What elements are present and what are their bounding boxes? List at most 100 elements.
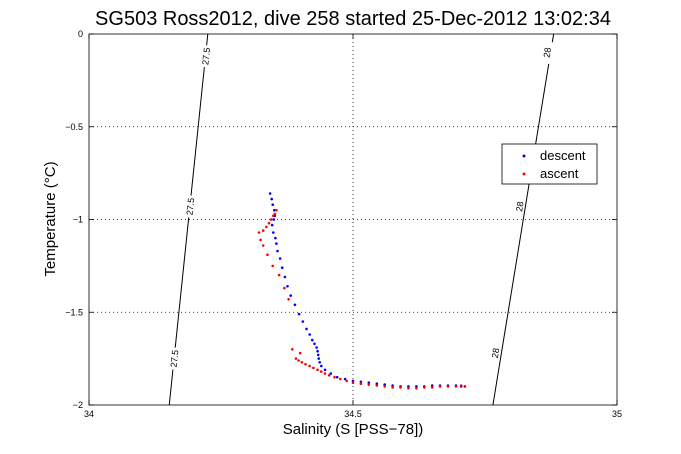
y-tick-label: −0.5	[65, 122, 83, 132]
descent-point	[286, 285, 289, 288]
descent-point	[323, 368, 327, 372]
descent-point	[293, 303, 297, 307]
ascent-point	[257, 231, 261, 234]
descent-point	[415, 385, 418, 388]
ascent-point	[333, 375, 336, 379]
descent-point	[335, 375, 339, 379]
contour-label: 28	[542, 47, 553, 58]
ascent-point	[407, 387, 410, 390]
ascent-point	[415, 387, 418, 390]
ascent-point	[454, 385, 458, 388]
ascent-point	[375, 384, 379, 387]
descent-point	[274, 236, 277, 240]
legend-box	[501, 143, 598, 185]
descent-point	[313, 342, 316, 346]
ascent-point	[300, 361, 304, 364]
y-axis-label: Temperature (°C)	[42, 161, 59, 276]
ascent-point	[345, 379, 349, 383]
ascent-point	[259, 238, 262, 242]
ascent-point	[351, 381, 355, 385]
contour-label-background	[201, 44, 212, 68]
legend-marker-ascent	[522, 172, 526, 176]
ascent-point	[261, 244, 265, 247]
descent-point	[320, 364, 323, 368]
contour-label-background	[185, 195, 196, 218]
ascent-point	[339, 377, 342, 381]
descent-point	[316, 349, 319, 353]
descent-point	[375, 382, 379, 386]
descent-point	[271, 203, 275, 206]
contour-label: 28	[514, 201, 525, 212]
legend-marker-descent	[522, 154, 526, 158]
y-tick-label: −1	[73, 215, 83, 225]
descent-point	[268, 192, 272, 195]
ascent-point	[438, 385, 442, 388]
ascent-point	[312, 366, 315, 370]
ascent-point	[446, 385, 450, 388]
ascent-point	[294, 357, 298, 360]
descent-point	[273, 208, 276, 212]
legend: descent ascent	[501, 143, 598, 185]
descent-point	[367, 381, 371, 385]
descent-point	[272, 231, 275, 234]
contour-label: 27.5	[169, 349, 181, 367]
descent-point	[383, 383, 387, 386]
ascent-point	[275, 208, 278, 212]
ascent-point	[308, 364, 312, 368]
descent-point	[272, 218, 276, 221]
descent-point	[289, 294, 293, 297]
descent-point	[318, 361, 322, 364]
descent-point	[351, 379, 355, 383]
ascent-point	[261, 229, 265, 232]
axis-ticks: 34 34.5 35 0 −0.5 −1 −1.5 −2	[65, 29, 622, 419]
ascent-point	[269, 218, 273, 221]
legend-label-ascent: ascent	[540, 166, 579, 181]
descent-point	[359, 380, 363, 384]
ascent-point	[459, 384, 463, 387]
ascent-point	[266, 253, 269, 256]
contour-label: 27.5	[184, 197, 196, 215]
series-descent	[268, 192, 467, 388]
descent-point	[278, 257, 282, 260]
x-tick-label: 35	[612, 409, 622, 419]
ascent-point	[391, 386, 394, 389]
descent-point	[305, 327, 308, 331]
legend-label-descent: descent	[540, 148, 586, 163]
contour-label-background	[514, 195, 526, 219]
ascent-point	[277, 273, 281, 277]
descent-point	[283, 275, 287, 279]
ascent-point	[316, 368, 319, 372]
descent-point	[297, 312, 301, 316]
ascent-point	[271, 264, 275, 268]
ascent-point	[298, 351, 302, 355]
descent-point	[329, 372, 333, 375]
ascent-point	[304, 362, 307, 366]
x-tick-label: 34	[84, 409, 94, 419]
ascent-point	[327, 374, 331, 377]
ascent-point	[297, 359, 300, 362]
ascent-point	[272, 214, 275, 218]
descent-point	[311, 338, 314, 342]
ascent-point	[265, 225, 268, 229]
ascent-point	[367, 383, 371, 386]
ascent-point	[267, 221, 271, 225]
ascent-point	[399, 386, 402, 389]
y-tick-label: −2	[73, 400, 83, 410]
descent-point	[275, 242, 278, 245]
descent-point	[270, 223, 274, 227]
ascent-point	[283, 286, 286, 290]
descent-point	[301, 320, 305, 323]
contour-label-background	[541, 41, 554, 65]
ascent-point	[287, 298, 290, 301]
descent-point	[430, 384, 434, 387]
ascent-point	[359, 382, 363, 386]
ascent-point	[273, 212, 277, 216]
descent-point	[276, 249, 279, 253]
x-tick-label: 34.5	[344, 409, 362, 419]
contour-label: 27.5	[200, 47, 212, 65]
x-axis-label: Salinity (S [PSS−78])	[283, 421, 423, 438]
chart-title: SG503 Ross2012, dive 258 started 25-Dec-…	[95, 8, 611, 30]
descent-point	[315, 346, 318, 349]
ascent-point	[423, 386, 426, 389]
